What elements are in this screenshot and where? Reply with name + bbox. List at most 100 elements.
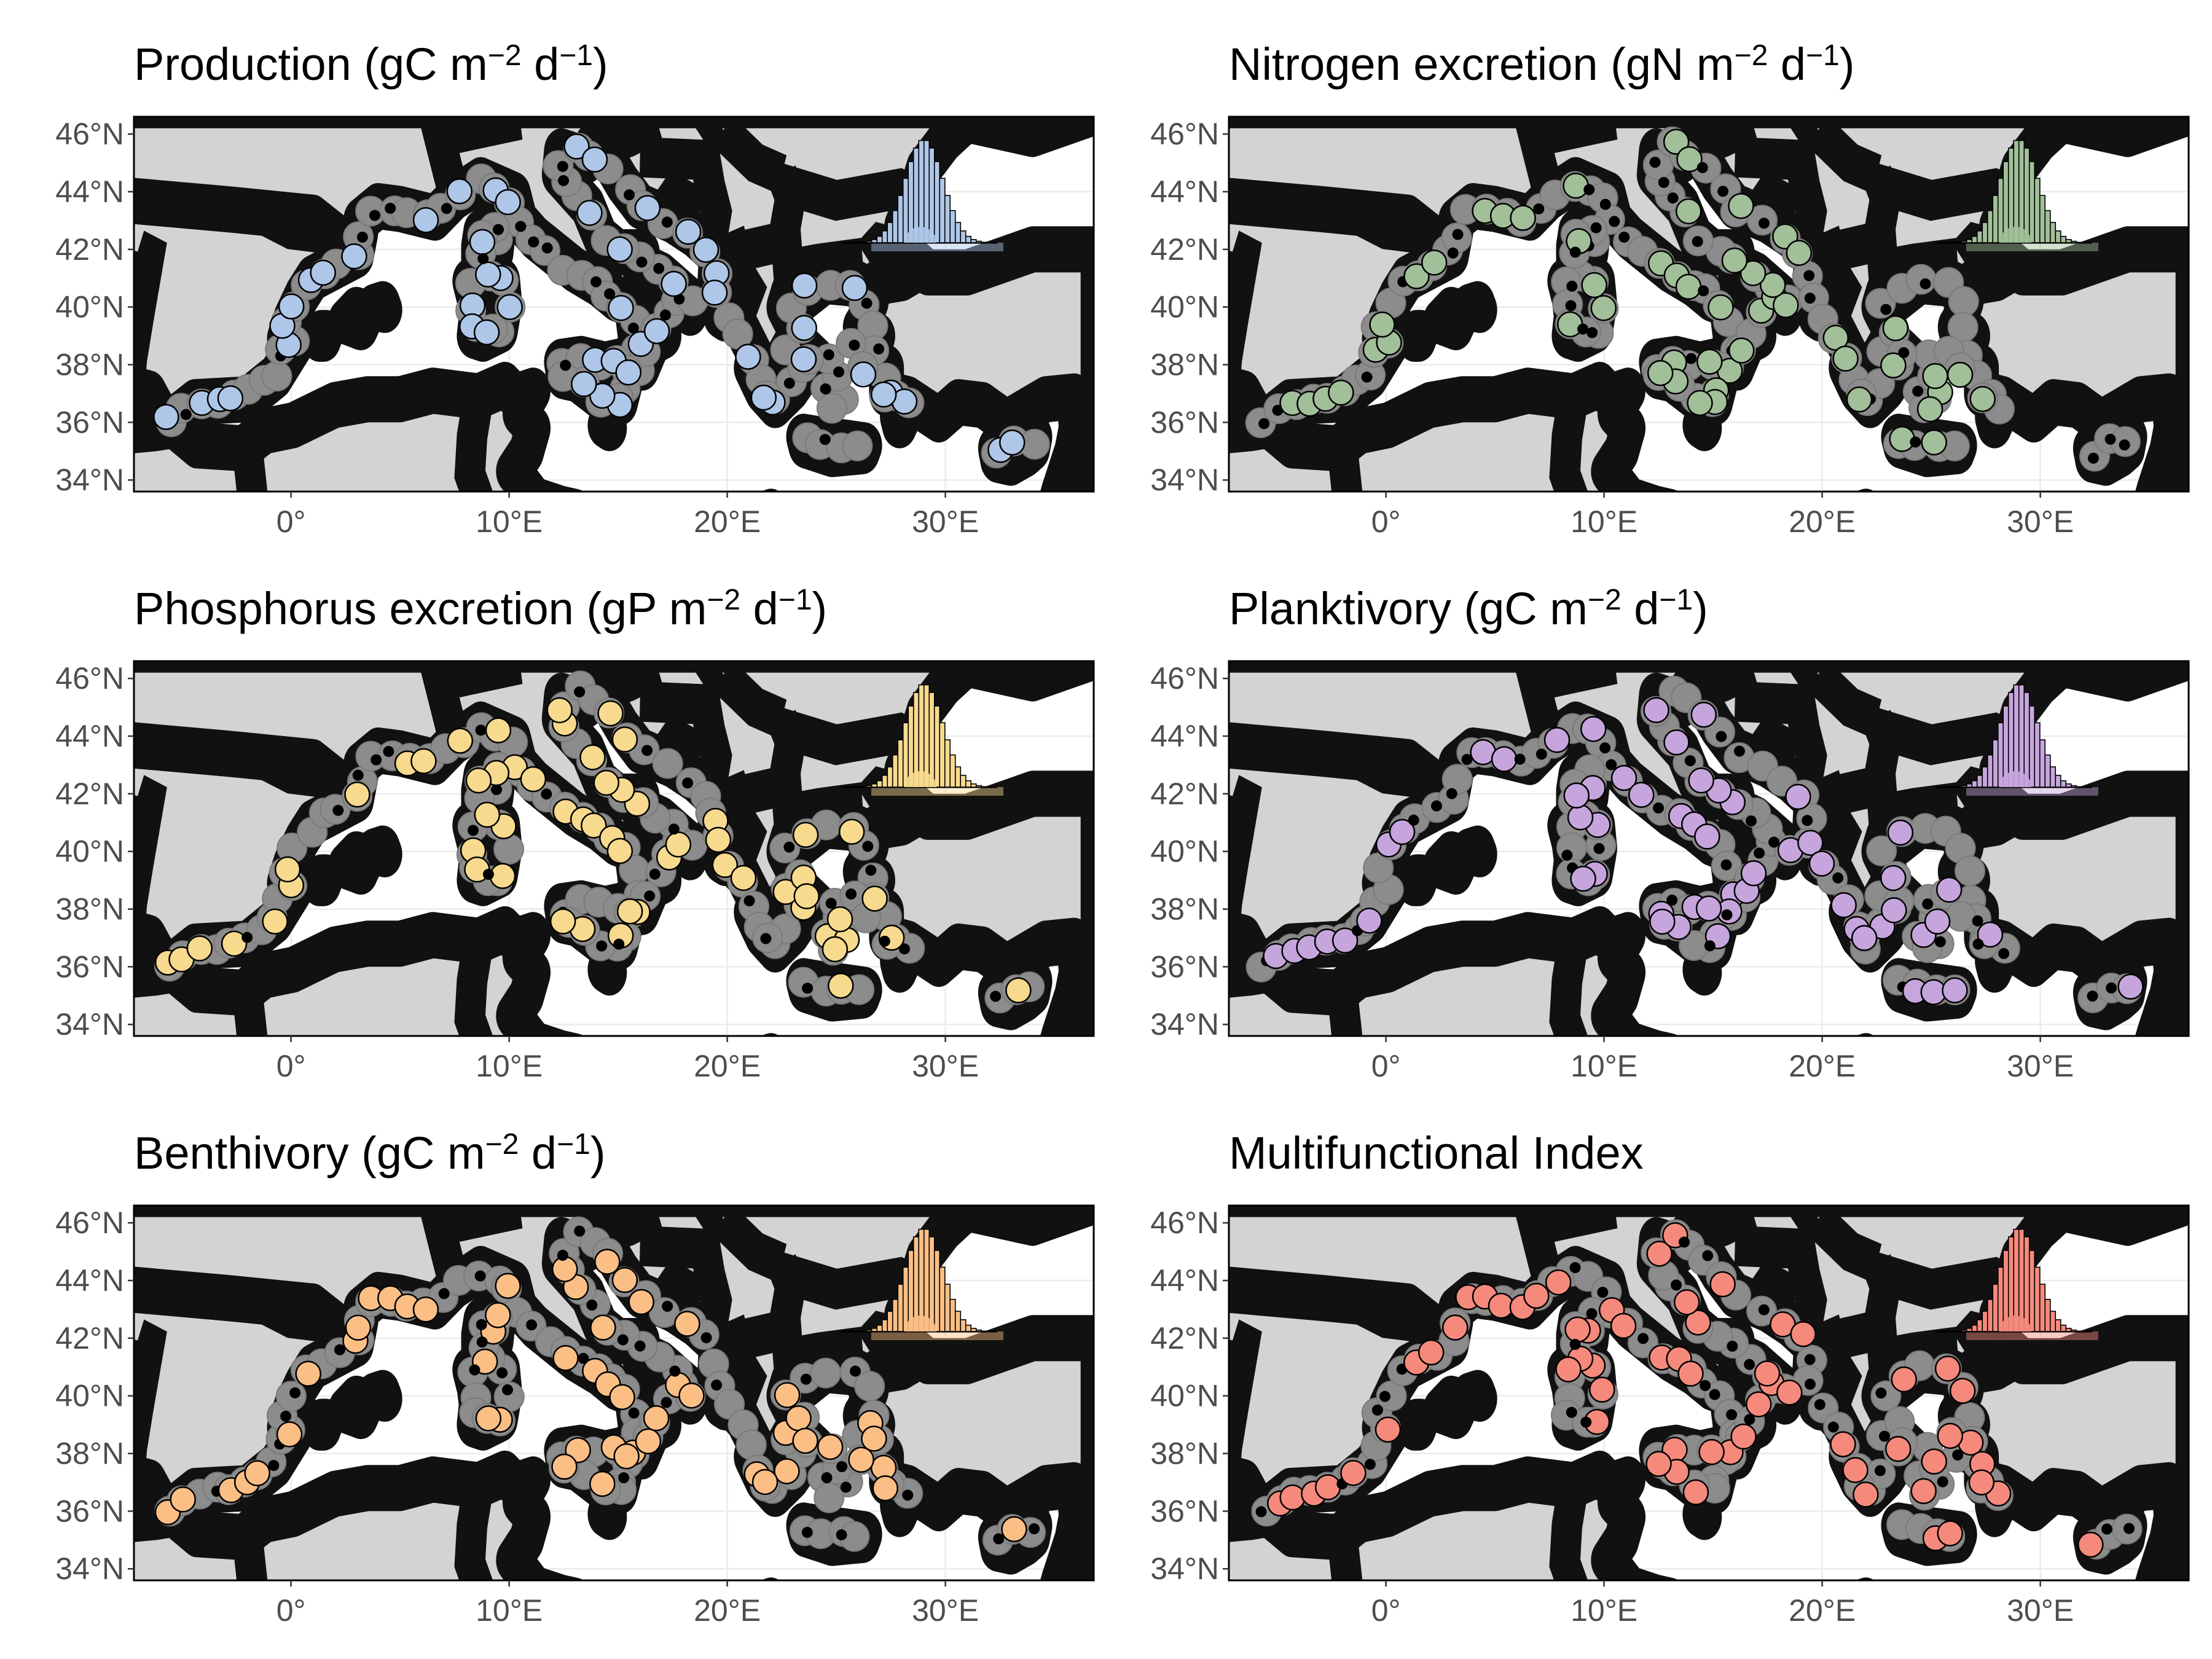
site-point-low [1586, 327, 1598, 339]
histogram-bar [2044, 754, 2051, 788]
site-point-high [613, 1443, 640, 1470]
lat-tick-label: 42°N [55, 1321, 124, 1355]
lat-tick-label: 44°N [55, 1263, 124, 1298]
site-point-high [1921, 1448, 1947, 1475]
site-point-high [594, 1249, 621, 1275]
lat-tick-label: 36°N [1150, 949, 1219, 984]
histogram-median [904, 771, 936, 787]
site-points [1251, 1219, 2143, 1560]
site-point-low [1733, 745, 1745, 757]
lat-tick-label: 46°N [55, 661, 124, 696]
site-point-high [244, 1460, 270, 1486]
site-point-high [998, 429, 1026, 456]
site-point-high [1808, 850, 1835, 877]
site-point-high [1934, 1355, 1961, 1382]
site-point-high [1708, 294, 1734, 321]
lat-tick-label: 40°N [1150, 290, 1219, 324]
histogram-median [1999, 227, 2031, 243]
site-point-high [606, 236, 633, 263]
histogram-bar [975, 240, 982, 243]
site-point-high [1728, 192, 1754, 219]
site-point-high [791, 315, 817, 341]
site-point-low [560, 359, 571, 371]
site-point-low [578, 1352, 589, 1364]
site-point-low [865, 865, 877, 876]
site-point-low [613, 938, 625, 950]
axis-labels: 34°N 36°N 38°N 40°N 42°N 44°N 46°N 0° 10°E 20°E 30… [1150, 117, 2074, 539]
histogram-bar [881, 1319, 888, 1332]
site-point-low [899, 943, 911, 955]
histogram-bar [944, 195, 951, 243]
site-point-low [1744, 1414, 1755, 1426]
site-point-low [1561, 849, 1573, 861]
histogram-bar [1966, 783, 1973, 788]
site-point-high [552, 1344, 579, 1371]
histogram-median [1999, 771, 2031, 787]
site-point-high [579, 744, 606, 771]
histogram-bar [1986, 210, 1994, 243]
site-point-low [2101, 1523, 2112, 1535]
lon-tick-label: 30°E [912, 504, 979, 539]
lon-tick-label: 30°E [2007, 1593, 2074, 1628]
site-point-gray [1948, 286, 1979, 317]
histogram-bar [1997, 1266, 2004, 1332]
site-point-high [1389, 818, 1416, 845]
site-point-high [1356, 908, 1382, 934]
lat-tick-label: 40°N [55, 1379, 124, 1413]
map-area [134, 661, 1094, 1036]
lon-tick-label: 20°E [1789, 1049, 1856, 1083]
site-point-low [1744, 1359, 1755, 1370]
histogram-bar [1997, 178, 2004, 243]
histogram-bar [902, 178, 909, 243]
site-point-high [1663, 128, 1690, 155]
site-point-low [1998, 947, 2010, 959]
site-point-high [1830, 1431, 1856, 1457]
lon-tick-label: 0° [1371, 1593, 1401, 1628]
site-point-gray [652, 748, 683, 779]
histogram-bar [954, 1311, 962, 1332]
site-point-low [352, 769, 364, 781]
site-point-high [446, 178, 473, 205]
site-point-low [2087, 990, 2098, 1002]
lat-tick-label: 40°N [55, 290, 124, 324]
site-point-high [628, 1288, 654, 1316]
lon-tick-label: 10°E [1571, 1049, 1637, 1083]
map-area [134, 117, 1094, 492]
site-point-low [1653, 802, 1665, 814]
histogram-bar [933, 161, 941, 243]
lat-tick-label: 42°N [1150, 777, 1219, 811]
site-point-high [1610, 1312, 1637, 1339]
site-point-low [1768, 836, 1780, 848]
site-point-high [589, 1470, 616, 1497]
histogram-bar [2039, 739, 2046, 788]
site-point-low [558, 175, 570, 186]
site-point-gray [814, 1482, 845, 1513]
site-point-low [1746, 815, 1757, 827]
site-point-low [653, 262, 665, 274]
lat-tick-label: 42°N [1150, 232, 1219, 267]
histogram-bar [1986, 754, 1994, 788]
histogram-bar [1961, 240, 1967, 243]
site-point-low [1452, 229, 1464, 240]
site-point-high [750, 384, 777, 411]
site-point-high [1523, 1282, 1550, 1309]
site-point-high [1947, 361, 1974, 388]
site-point-high [1739, 260, 1767, 286]
histogram-bar [2055, 1319, 2061, 1332]
site-point-high [675, 218, 702, 245]
site-point-low [1898, 347, 1910, 358]
site-point-high [153, 404, 179, 430]
histogram-bar [876, 235, 883, 243]
site-point-low [1726, 1409, 1738, 1421]
lat-tick-label: 46°N [55, 1206, 124, 1240]
axis-labels: 34°N 36°N 38°N 40°N 42°N 44°N 46°N 0° 10°E 20°E 30… [1150, 661, 2074, 1083]
inset-histogram [1936, 139, 2098, 251]
histogram-bar [1976, 1319, 1983, 1332]
site-point-low [783, 377, 795, 389]
site-point-high [1916, 396, 1943, 423]
site-point-low [1952, 1449, 1964, 1461]
site-point-low [825, 898, 837, 909]
histogram-bar [892, 210, 899, 243]
site-point-low [1606, 759, 1617, 771]
site-point-low [1717, 186, 1729, 197]
